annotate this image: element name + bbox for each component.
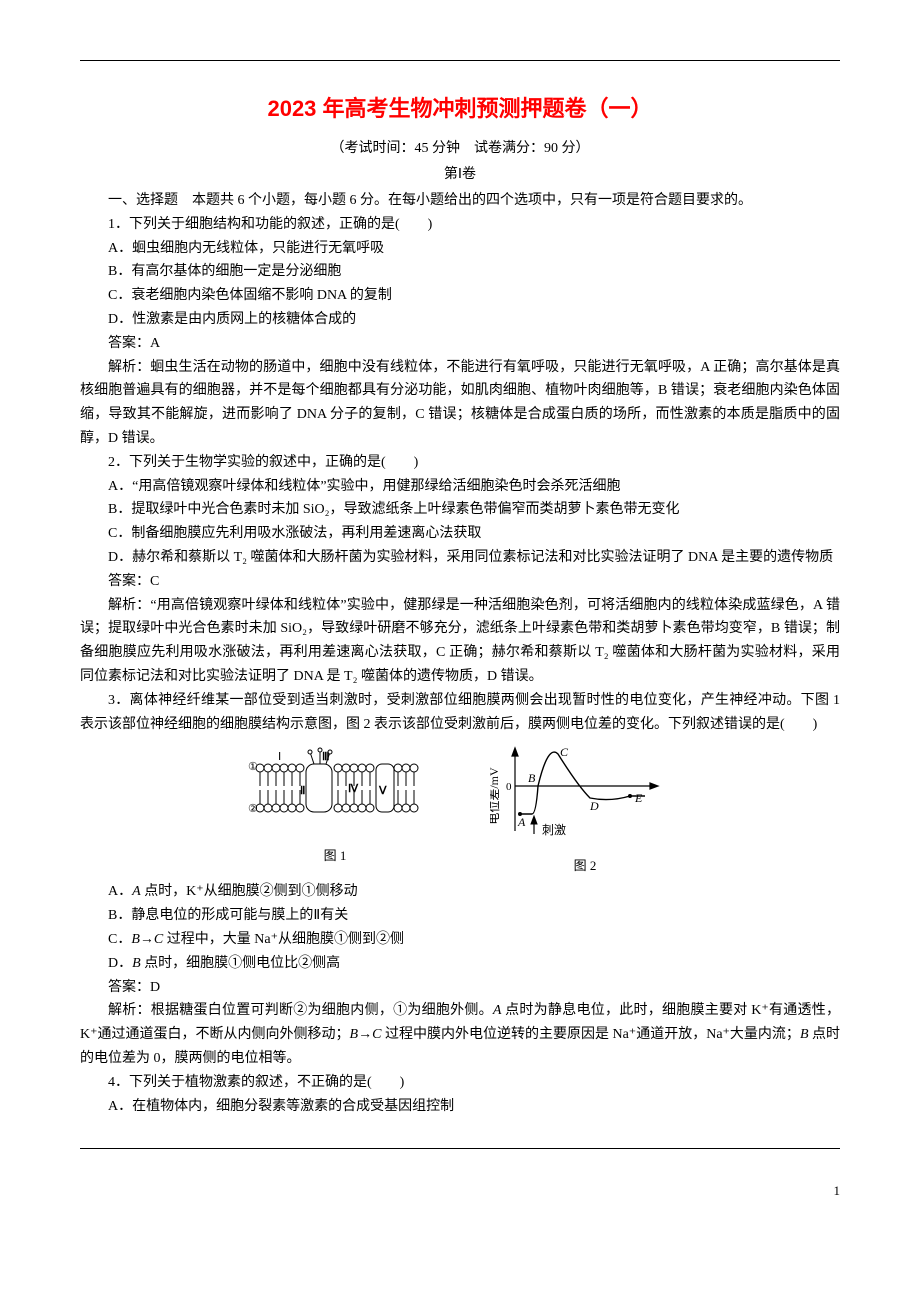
q3-d-pre: D． <box>108 956 132 971</box>
q3-exp-mid2: 过程中膜内外电位逆转的主要原因是 Na⁺通道开放，Na⁺大量内流； <box>381 1027 799 1042</box>
q4-option-a: A．在植物体内，细胞分裂素等激素的合成受基因组控制 <box>80 1095 840 1119</box>
q1-explain: 解析：蛔虫生活在动物的肠道中，细胞中没有线粒体，不能进行有氧呼吸，只能进行无氧呼… <box>80 356 840 451</box>
q3-explain: 解析：根据糖蛋白位置可判断②为细胞内侧，①为细胞外侧。A 点时为静息电位，此时，… <box>80 999 840 1070</box>
fig2-label-c: C <box>560 746 569 759</box>
fig2-label-e: E <box>634 791 643 805</box>
q1-answer: 答案：A <box>80 332 840 356</box>
q3-stem: 3．离体神经纤维某一部位受到适当刺激时，受刺激部位细胞膜两侧会出现暂时性的电位变… <box>80 689 840 737</box>
q1-option-d: D．性激素是由内质网上的核糖体合成的 <box>80 308 840 332</box>
q2-option-c: C．制备细胞膜应先利用吸水涨破法，再利用差速离心法获取 <box>80 522 840 546</box>
q3-d-ital: B <box>132 956 141 971</box>
fig2-label-a: A <box>517 815 526 829</box>
figure-2-wrap: 电位差/mV 0 A B C D E 刺 <box>490 746 680 874</box>
fig1-roman-2: Ⅱ <box>300 785 305 797</box>
q2-answer: 答案：C <box>80 570 840 594</box>
q1-option-c: C．衰老细胞内染色体固缩不影响 DNA 的复制 <box>80 284 840 308</box>
fig2-label-d: D <box>589 799 599 813</box>
q1-stem: 1．下列关于细胞结构和功能的叙述，正确的是( ) <box>80 213 840 237</box>
fig1-protein-2 <box>306 764 332 812</box>
q3-a-ital: A <box>132 884 141 899</box>
q3-option-d: D．B 点时，细胞膜①侧电位比②侧高 <box>80 952 840 976</box>
fig1-roman-5: Ⅴ <box>378 785 387 797</box>
part-label: 第Ⅰ卷 <box>80 163 840 183</box>
q3-a-post: 点时，K⁺从细胞膜②侧到①侧移动 <box>141 884 358 899</box>
bottom-rule <box>80 1148 840 1149</box>
fig1-roman-3: Ⅲ <box>322 751 330 763</box>
fig2-stimulus-arrow <box>531 816 537 834</box>
q3-exp-pre: 解析：根据糖蛋白位置可判断②为细胞内侧，①为细胞外侧。 <box>108 1003 493 1018</box>
fig1-roman-4: Ⅳ <box>348 783 359 795</box>
figure-1-svg: ① ② Ⅰ Ⅱ Ⅲ Ⅳ Ⅴ <box>240 746 430 836</box>
q1-option-a: A．蛔虫细胞内无线粒体，只能进行无氧呼吸 <box>80 237 840 261</box>
q3-exp-arrow: → <box>358 1027 372 1042</box>
exam-info: （考试时间：45 分钟 试卷满分：90 分） <box>80 137 840 157</box>
fig2-curve <box>520 752 645 814</box>
instructions: 一、选择题 本题共 6 个小题，每小题 6 分。在每小题给出的四个选项中，只有一… <box>80 189 840 213</box>
q3-c-ital2: C <box>154 932 163 947</box>
fig2-zero: 0 <box>506 781 512 793</box>
fig2-point-e <box>628 794 632 798</box>
figure-1-caption: 图 1 <box>240 845 430 864</box>
q2-option-a: A．“用高倍镜观察叶绿体和线粒体”实验中，用健那绿给活细胞染色时会杀死活细胞 <box>80 475 840 499</box>
figure-2-caption: 图 2 <box>490 855 680 874</box>
q4-stem: 4．下列关于植物激素的叙述，不正确的是( ) <box>80 1071 840 1095</box>
q3-c-pre: C． <box>108 932 131 947</box>
figure-1-wrap: ① ② Ⅰ Ⅱ Ⅲ Ⅳ Ⅴ 图 1 <box>240 746 430 874</box>
fig1-label-2: ② <box>248 803 258 815</box>
q2-option-b: B．提取绿叶中光合色素时未加 SiO₂，导致滤纸条上叶绿素色带偏窄而类胡萝卜素色… <box>80 498 840 522</box>
q3-d-post: 点时，细胞膜①侧电位比②侧高 <box>141 956 341 971</box>
q3-c-ital1: B <box>131 932 140 947</box>
q3-c-post: 过程中，大量 Na⁺从细胞膜①侧到②侧 <box>163 932 404 947</box>
q2-explain: 解析：“用高倍镜观察叶绿体和线粒体”实验中，健那绿是一种活细胞染色剂，可将活细胞… <box>80 594 840 689</box>
q3-c-arrow: → <box>140 932 154 947</box>
fig1-label-1: ① <box>248 761 258 773</box>
q2-option-d: D．赫尔希和蔡斯以 T₂ 噬菌体和大肠杆菌为实验材料，采用同位素标记法和对比实验… <box>80 546 840 570</box>
q3-option-c: C．B→C 过程中，大量 Na⁺从细胞膜①侧到②侧 <box>80 928 840 952</box>
fig2-label-b: B <box>528 771 536 785</box>
figure-row: ① ② Ⅰ Ⅱ Ⅲ Ⅳ Ⅴ 图 1 电位差/mV 0 <box>80 746 840 874</box>
q3-answer: 答案：D <box>80 976 840 1000</box>
q3-option-b: B．静息电位的形成可能与膜上的Ⅱ有关 <box>80 904 840 928</box>
figure-2-svg: 电位差/mV 0 A B C D E 刺 <box>490 746 680 846</box>
page-number: 1 <box>834 1183 841 1199</box>
fig2-ylabel: 电位差/mV <box>490 767 501 825</box>
exam-title: 2023 年高考生物冲刺预测押题卷（一） <box>80 91 840 123</box>
top-rule <box>80 60 840 61</box>
q3-a-pre: A． <box>108 884 132 899</box>
q3-exp-BC1: B <box>350 1027 359 1042</box>
q3-exp-B: B <box>800 1027 809 1042</box>
q3-option-a: A．A 点时，K⁺从细胞膜②侧到①侧移动 <box>80 880 840 904</box>
q2-stem: 2．下列关于生物学实验的叙述中，正确的是( ) <box>80 451 840 475</box>
fig1-roman-1: Ⅰ <box>278 751 281 763</box>
fig2-xlabel: 刺激 <box>542 823 566 837</box>
q1-option-b: B．有高尔基体的细胞一定是分泌细胞 <box>80 260 840 284</box>
